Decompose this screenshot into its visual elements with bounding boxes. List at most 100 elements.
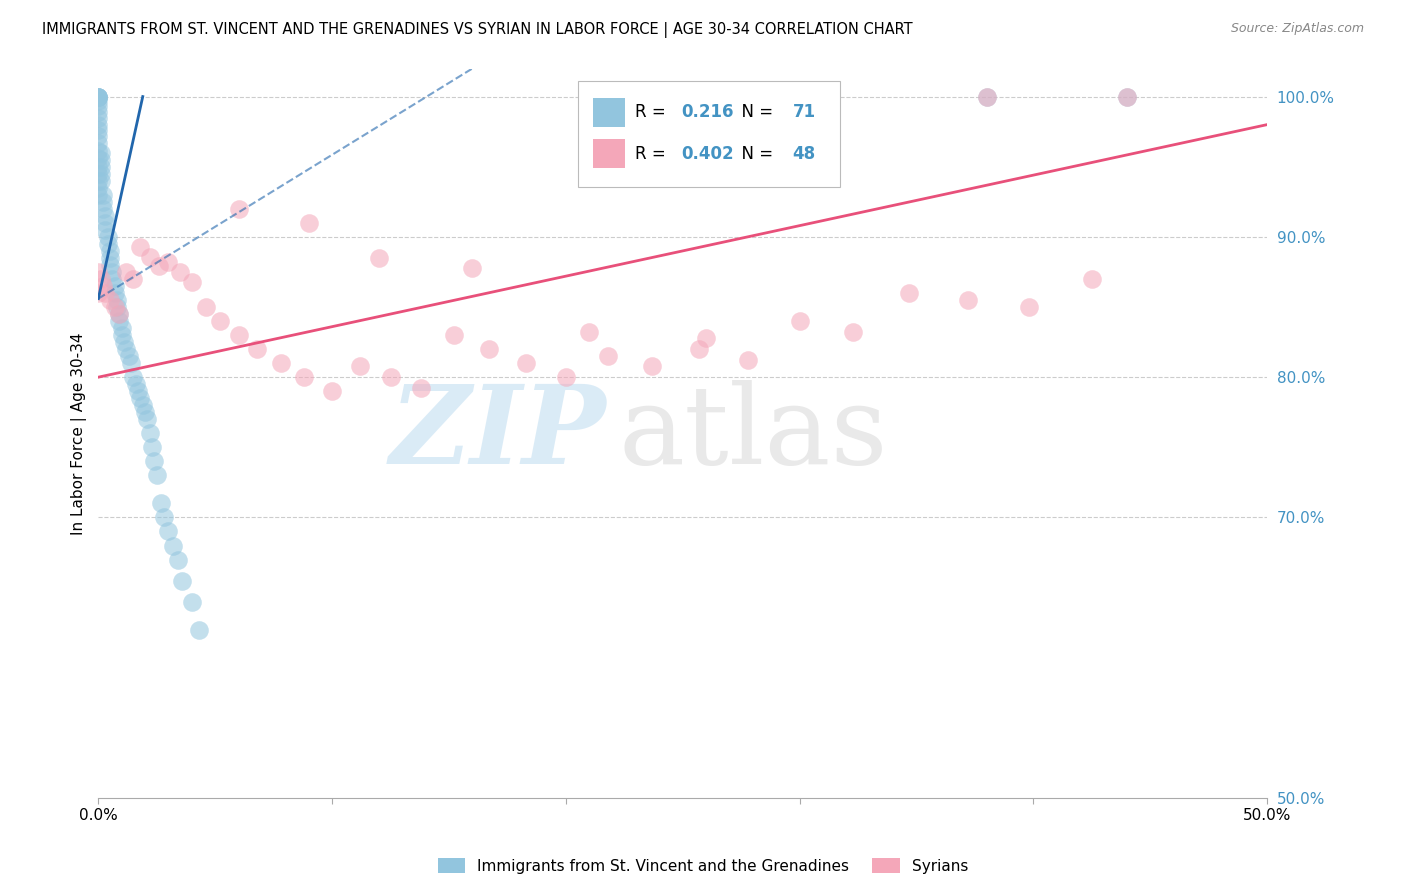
Text: Source: ZipAtlas.com: Source: ZipAtlas.com — [1230, 22, 1364, 36]
Point — [87, 89, 110, 103]
Point — [122, 272, 145, 286]
Point — [108, 314, 131, 328]
Point — [228, 202, 250, 216]
Point — [87, 136, 110, 150]
Point — [461, 260, 484, 275]
Point — [104, 300, 127, 314]
Point — [87, 187, 110, 202]
Point — [695, 331, 717, 345]
Point — [737, 353, 759, 368]
Text: IMMIGRANTS FROM ST. VINCENT AND THE GRENADINES VS SYRIAN IN LABOR FORCE | AGE 30: IMMIGRANTS FROM ST. VINCENT AND THE GREN… — [42, 22, 912, 38]
Point — [87, 105, 110, 120]
Point — [90, 153, 112, 167]
FancyBboxPatch shape — [593, 98, 626, 127]
Point — [292, 370, 315, 384]
Point — [270, 356, 292, 370]
Point — [105, 300, 128, 314]
Point — [146, 468, 169, 483]
Point — [90, 167, 112, 181]
Point — [162, 539, 184, 553]
Point — [118, 349, 141, 363]
Point — [87, 89, 110, 103]
Point — [208, 314, 231, 328]
Point — [98, 244, 121, 258]
Point — [97, 230, 120, 244]
Point — [104, 279, 127, 293]
Point — [91, 187, 114, 202]
Point — [1080, 272, 1102, 286]
Point — [321, 384, 343, 399]
FancyBboxPatch shape — [578, 81, 841, 186]
Point — [87, 181, 110, 195]
Point — [141, 440, 163, 454]
Point — [148, 260, 170, 274]
Point — [87, 111, 110, 125]
Point — [976, 89, 998, 103]
Point — [478, 342, 501, 356]
Point — [136, 412, 159, 426]
Point — [380, 370, 402, 384]
Point — [87, 118, 110, 132]
Point — [94, 223, 117, 237]
Point — [87, 167, 110, 181]
Point — [105, 293, 128, 307]
Point — [104, 285, 127, 300]
Point — [90, 174, 112, 188]
Point — [150, 496, 173, 510]
Text: N =: N = — [731, 145, 778, 163]
Point — [127, 384, 149, 399]
Point — [187, 623, 209, 637]
Point — [132, 398, 155, 412]
Point — [180, 275, 202, 289]
Text: atlas: atlas — [619, 380, 889, 487]
Point — [157, 255, 180, 269]
Point — [349, 359, 371, 373]
Point — [87, 265, 110, 279]
Point — [97, 236, 120, 251]
Point — [1018, 300, 1040, 314]
Point — [166, 552, 188, 566]
Point — [443, 328, 465, 343]
Point — [108, 307, 131, 321]
Point — [641, 359, 664, 373]
Point — [98, 293, 121, 307]
Point — [367, 251, 389, 265]
Point — [111, 321, 134, 335]
Text: N =: N = — [731, 103, 778, 121]
Point — [194, 300, 217, 314]
Point — [98, 258, 121, 272]
Point — [87, 174, 110, 188]
Point — [87, 89, 110, 103]
Point — [91, 202, 114, 216]
Point — [956, 293, 979, 307]
Point — [115, 265, 138, 279]
Point — [898, 285, 921, 300]
Point — [87, 94, 110, 108]
Point — [90, 160, 112, 174]
Point — [122, 370, 145, 384]
Point — [180, 594, 202, 608]
Point — [842, 326, 865, 340]
Point — [554, 370, 576, 384]
Point — [87, 160, 110, 174]
Point — [1115, 89, 1137, 103]
Point — [789, 314, 811, 328]
Text: ZIP: ZIP — [389, 379, 607, 487]
Point — [134, 405, 156, 419]
Point — [246, 342, 269, 356]
Point — [111, 328, 134, 343]
Text: 0.216: 0.216 — [682, 103, 734, 121]
Point — [596, 349, 619, 363]
Point — [139, 426, 162, 441]
Text: R =: R = — [634, 103, 671, 121]
Text: 71: 71 — [793, 103, 815, 121]
Point — [87, 89, 110, 103]
Text: R =: R = — [634, 145, 671, 163]
Point — [409, 381, 432, 395]
Point — [129, 391, 152, 405]
Point — [87, 99, 110, 113]
Point — [172, 574, 194, 588]
Point — [688, 342, 710, 356]
Point — [169, 265, 191, 279]
Point — [976, 89, 998, 103]
